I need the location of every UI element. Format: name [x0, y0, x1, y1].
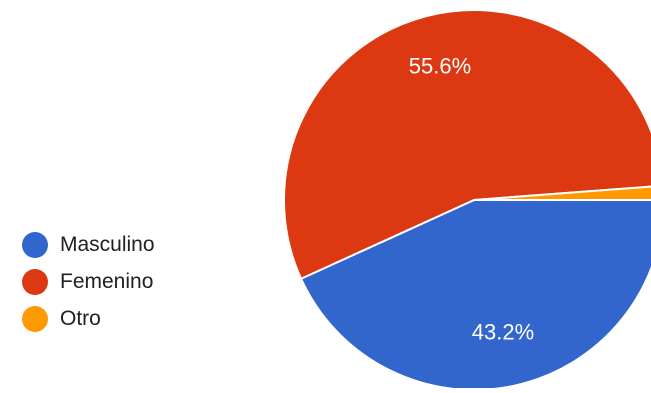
legend-swatch-masculino [22, 231, 48, 258]
legend-label-masculino: Masculino [60, 233, 155, 256]
pie-slice-label-femenino: 55.6% [409, 53, 471, 78]
legend-label-otro: Otro [60, 307, 101, 330]
legend: Masculino Femenino Otro [22, 231, 155, 342]
legend-swatch-femenino [22, 268, 48, 295]
pie-slice-femenino[interactable] [283, 9, 651, 281]
legend-item-otro[interactable]: Otro [22, 305, 155, 332]
legend-label-femenino: Femenino [60, 270, 154, 293]
legend-swatch-otro [22, 305, 48, 332]
legend-item-masculino[interactable]: Masculino [22, 231, 155, 258]
pie-slice-label-masculino: 43.2% [472, 320, 534, 345]
legend-item-femenino[interactable]: Femenino [22, 268, 155, 295]
pie-slice-labels: 43.2% 55.6% [409, 53, 534, 344]
pie-slices [283, 9, 651, 391]
pie-slice-otro[interactable] [473, 185, 651, 201]
